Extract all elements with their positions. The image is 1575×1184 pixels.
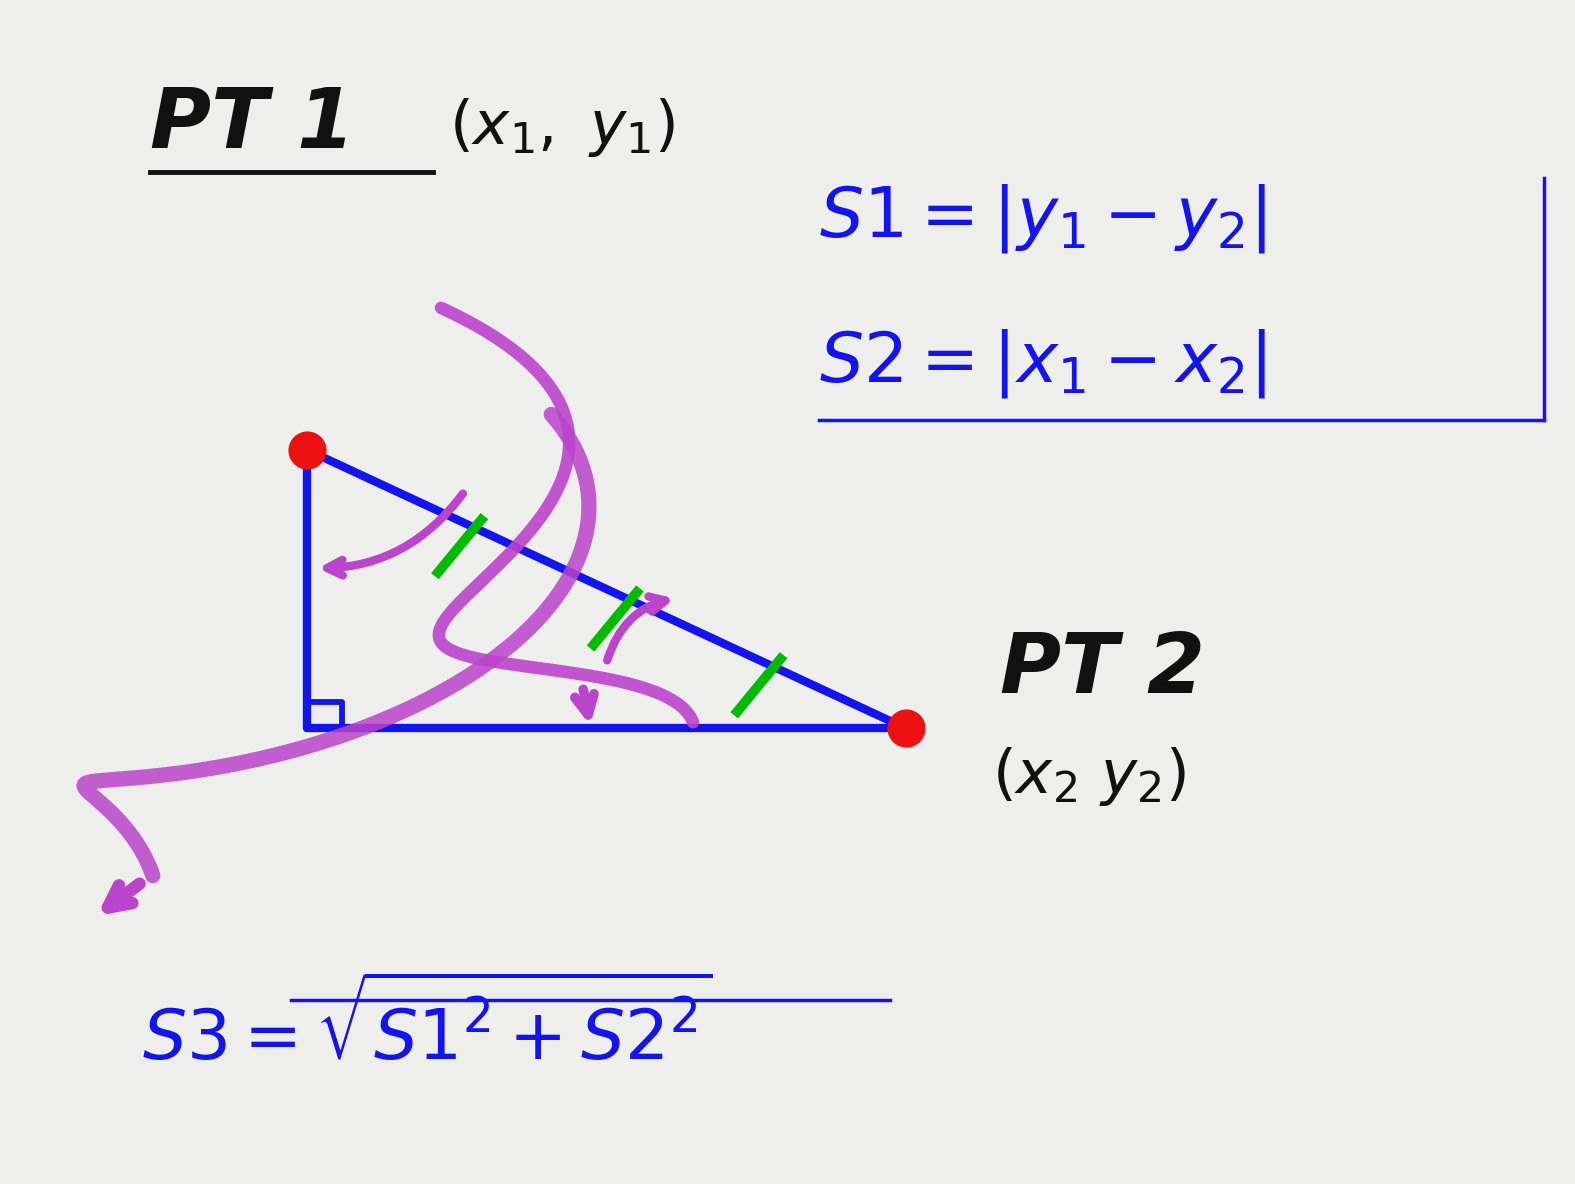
Text: $S2 = |x_1 - x_2|$: $S2 = |x_1 - x_2|$ xyxy=(819,327,1266,400)
Text: $(x_1,\ y_1)$: $(x_1,\ y_1)$ xyxy=(449,96,674,160)
Text: $S1 = |y_1 - y_2|$: $S1 = |y_1 - y_2|$ xyxy=(819,182,1266,256)
Text: PT 2: PT 2 xyxy=(1000,629,1205,709)
Point xyxy=(295,440,320,459)
Text: PT 1: PT 1 xyxy=(150,84,354,165)
Text: $(x_2\ y_2)$: $(x_2\ y_2)$ xyxy=(992,745,1186,809)
Text: $S3 = \sqrt{S1^2 + S2^2}$: $S3 = \sqrt{S1^2 + S2^2}$ xyxy=(142,979,712,1074)
Point xyxy=(893,719,918,738)
